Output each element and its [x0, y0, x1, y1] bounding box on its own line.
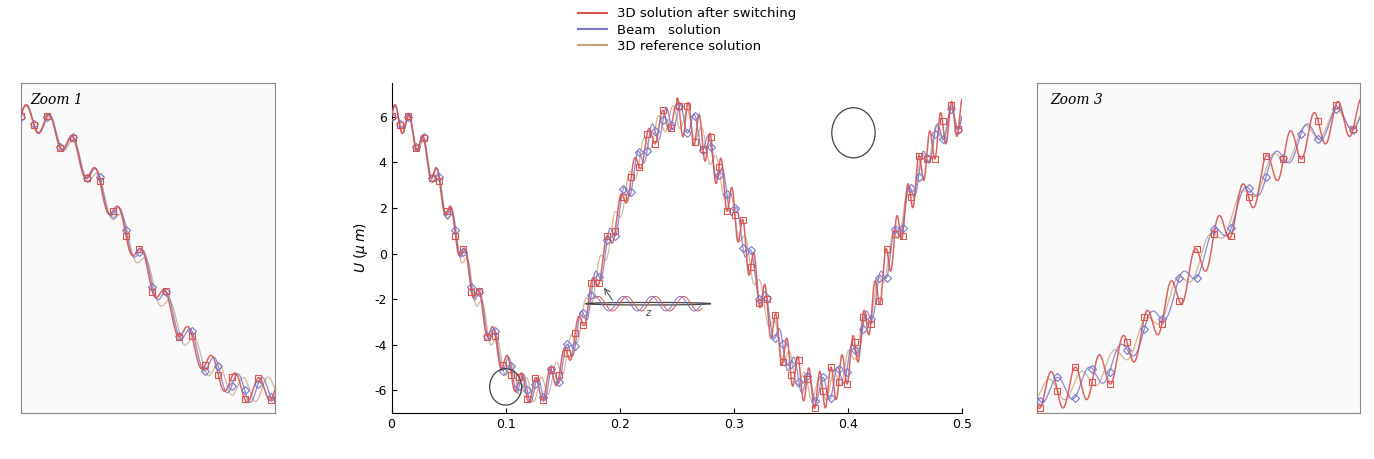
Y-axis label: $U$ ($\mu\,m$): $U$ ($\mu\,m$) — [352, 223, 370, 273]
Text: Zoom 1: Zoom 1 — [30, 93, 84, 106]
Text: $z$: $z$ — [644, 308, 651, 318]
Legend: 3D solution after switching, Beam   solution, 3D reference solution: 3D solution after switching, Beam soluti… — [573, 2, 801, 58]
Text: Zoom 3: Zoom 3 — [1050, 93, 1103, 106]
